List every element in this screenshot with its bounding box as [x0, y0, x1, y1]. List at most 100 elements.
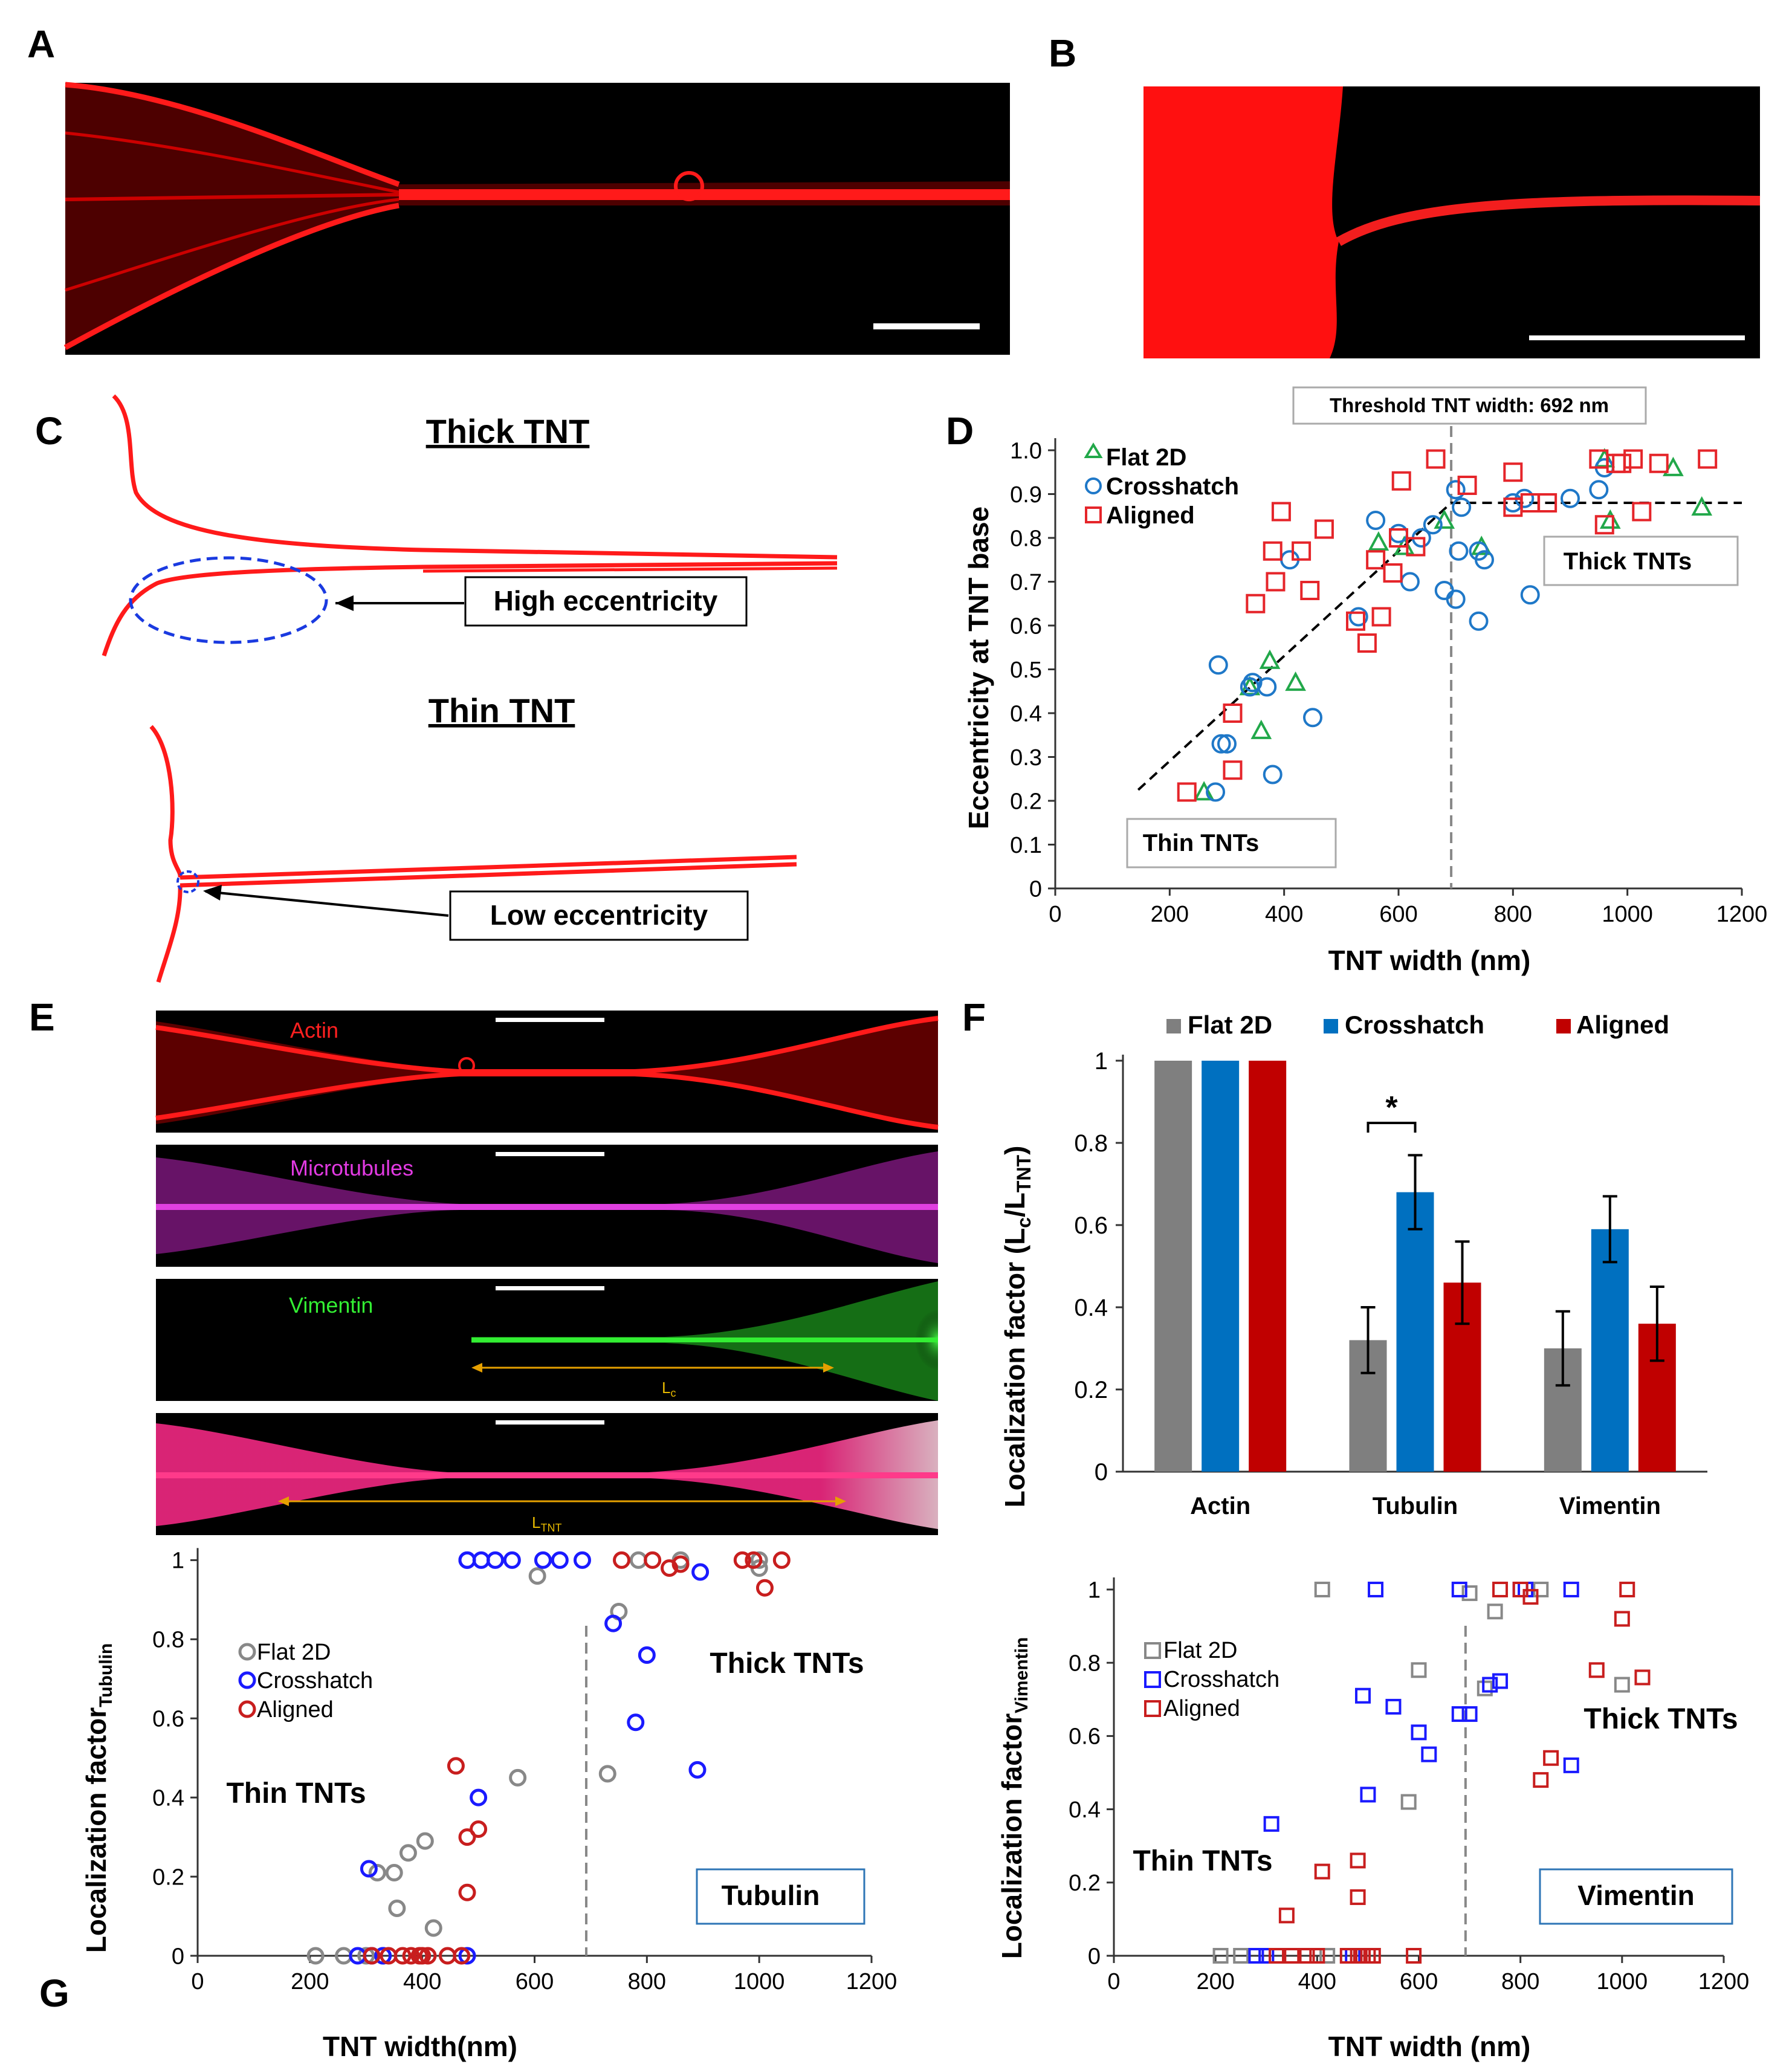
high-eccentricity-label: High eccentricity — [494, 585, 718, 616]
point-aligned — [363, 1947, 381, 1965]
e-channel-microtubules: Microtubules — [290, 1156, 413, 1180]
point-aligned — [1634, 1669, 1651, 1686]
panel-c-schematic: Thick TNT High eccentricity Thin TNT Low… — [102, 394, 838, 983]
x-tick-label: 1200 — [1716, 902, 1768, 927]
point-aligned — [644, 1551, 662, 1569]
point-crosshatch — [1303, 708, 1322, 728]
point-flat-2d — [357, 1947, 375, 1965]
panel-label-g: G — [39, 1971, 70, 2015]
y-tick-label: 1 — [1088, 1577, 1101, 1603]
point-crosshatch — [573, 1551, 591, 1569]
point-flat-2d — [1691, 496, 1713, 516]
y-tick-label: 0.6 — [1074, 1212, 1108, 1239]
point-aligned — [1339, 1948, 1356, 1964]
y-tick-label: 0 — [1095, 1459, 1108, 1486]
point-flat-2d — [1594, 448, 1616, 468]
y-tick-label: 1 — [172, 1548, 184, 1574]
y-tick-label: 0.8 — [1074, 1130, 1108, 1157]
point-flat-2d — [399, 1844, 417, 1862]
x-tick-label: 1000 — [734, 1969, 785, 1994]
d-legend-flat2d: Flat 2D — [1106, 444, 1186, 471]
point-aligned — [1357, 633, 1377, 653]
point-flat-2d — [424, 1919, 442, 1937]
thick-tnt-title: Thick TNT — [426, 412, 590, 450]
point-aligned — [1457, 476, 1477, 495]
x-tick-label: 1000 — [1602, 902, 1653, 927]
y-tick-label: 0.9 — [1010, 482, 1042, 508]
point-aligned — [413, 1947, 432, 1965]
point-crosshatch — [1355, 1687, 1371, 1704]
point-aligned — [1350, 1852, 1366, 1869]
point-crosshatch — [604, 1614, 623, 1632]
point-aligned — [1492, 1582, 1509, 1597]
point-aligned — [1365, 1948, 1381, 1964]
d-thick-tnts: Thick TNTs — [1564, 548, 1692, 575]
category-label: Vimentin — [1559, 1493, 1661, 1519]
point-aligned — [1588, 1662, 1605, 1678]
point-aligned — [453, 1947, 471, 1965]
panel-label-b: B — [1049, 31, 1076, 75]
point-flat-2d — [528, 1567, 546, 1585]
f-legend-crosshatch: Crosshatch — [1345, 1011, 1484, 1039]
x-tick-label: 800 — [628, 1969, 666, 1994]
panel-a-image — [63, 82, 1010, 355]
point-aligned — [1538, 493, 1557, 513]
point-flat-2d — [750, 1551, 768, 1569]
thin-tnt-title: Thin TNT — [429, 691, 575, 729]
point-flat-2d — [598, 1765, 616, 1783]
x-tick-label: 0 — [191, 1969, 204, 1994]
point-crosshatch — [1360, 1787, 1376, 1803]
g2-xlabel: TNT width (nm) — [1328, 2031, 1531, 2062]
g1-legend-crosshatch: Crosshatch — [257, 1668, 373, 1693]
point-flat-2d — [509, 1768, 527, 1787]
y-tick-label: 0.4 — [152, 1785, 184, 1811]
point-aligned — [1406, 537, 1426, 557]
point-crosshatch — [458, 1551, 476, 1569]
x-tick-label: 600 — [1379, 902, 1417, 927]
point-crosshatch — [1211, 734, 1231, 754]
point-aligned — [1406, 1948, 1422, 1964]
point-crosshatch — [691, 1563, 710, 1581]
point-crosshatch — [1368, 1582, 1384, 1597]
point-aligned — [1503, 462, 1523, 482]
point-aligned — [1309, 1948, 1325, 1964]
point-aligned — [1612, 453, 1632, 473]
bar-aligned — [1249, 1061, 1287, 1472]
point-crosshatch — [1482, 1677, 1498, 1693]
point-crosshatch — [1411, 1724, 1427, 1741]
point-crosshatch — [534, 1551, 552, 1569]
panel-label-d: D — [946, 409, 974, 453]
point-aligned — [1371, 607, 1391, 627]
e-channel-actin: Actin — [290, 1018, 338, 1043]
x-tick-label: 200 — [1151, 902, 1189, 927]
point-aligned — [1522, 1589, 1539, 1605]
d-thin-tnts: Thin TNTs — [1143, 830, 1260, 856]
point-aligned — [458, 1828, 476, 1846]
point-crosshatch — [1492, 1673, 1509, 1689]
point-flat-2d — [1193, 781, 1215, 801]
y-tick-label: 0.6 — [1010, 613, 1042, 639]
point-crosshatch — [360, 1860, 378, 1878]
d-legend-aligned: Aligned — [1106, 502, 1195, 529]
bar-crosshatch — [1396, 1192, 1434, 1472]
point-flat-2d — [1599, 509, 1621, 529]
point-aligned — [447, 1757, 465, 1775]
point-crosshatch — [1423, 515, 1443, 535]
e-lc-label: Lc — [662, 1379, 676, 1399]
x-tick-label: 400 — [1298, 1969, 1336, 1994]
g2-legend-crosshatch: Crosshatch — [1163, 1667, 1279, 1692]
bar-crosshatch — [1591, 1229, 1629, 1472]
d-xlabel: TNT width (nm) — [1328, 945, 1531, 976]
point-aligned — [1350, 1889, 1366, 1906]
point-aligned — [1177, 782, 1197, 802]
point-crosshatch — [1421, 1746, 1437, 1762]
scale-bar — [496, 1286, 604, 1290]
f-legend-flat2d: Flat 2D — [1188, 1011, 1272, 1039]
point-crosshatch — [486, 1551, 504, 1569]
panel-label-e: E — [29, 995, 55, 1039]
point-aligned — [1263, 541, 1283, 561]
low-eccentricity-label: Low eccentricity — [490, 899, 708, 931]
f-legend-aligned: Aligned — [1576, 1011, 1669, 1039]
point-aligned — [1271, 502, 1291, 522]
high-eccentricity-ellipse — [129, 556, 328, 644]
